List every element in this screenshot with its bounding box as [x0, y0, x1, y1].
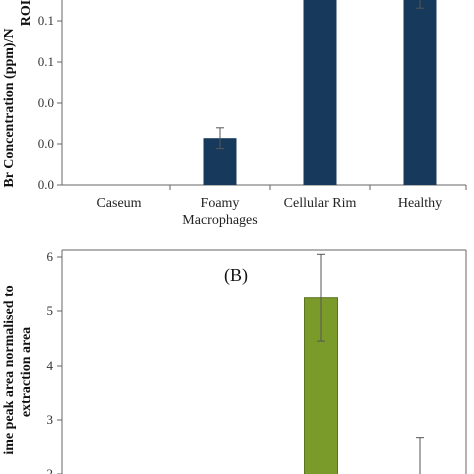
b-y-tick-label: 5: [47, 303, 54, 318]
a-y-tick-label: 0.0: [38, 136, 54, 151]
a-bar: [403, 0, 437, 185]
b-y-tick-label: 4: [47, 358, 54, 373]
b-y-axis-label-2: extraction area: [19, 327, 34, 417]
b-y-tick-label: 2: [47, 466, 54, 474]
a-y-axis-label: Br Concentration (ppm)/N: [2, 28, 17, 187]
a-category-label: Foamy: [201, 196, 240, 211]
a-y-tick-label: 0.1: [38, 13, 54, 28]
a-category-label: Healthy: [398, 196, 442, 211]
a-y-axis-label-2: ROI: [19, 0, 34, 26]
a-y-tick-label: 0.0: [38, 177, 54, 192]
b-panel-label: (B): [224, 265, 248, 286]
a-category-label: Cellular Rim: [284, 196, 357, 211]
b-y-axis-label: ime peak area normalised to: [2, 285, 17, 454]
b-y-tick-label: 3: [47, 412, 54, 427]
a-bar: [303, 0, 337, 185]
b-y-tick-label: 6: [47, 249, 54, 264]
a-category-label: Caseum: [96, 196, 141, 211]
a-y-tick-label: 0.1: [38, 54, 54, 69]
a-category-label: Macrophages: [182, 213, 257, 228]
a-y-tick-label: 0.0: [38, 95, 54, 110]
